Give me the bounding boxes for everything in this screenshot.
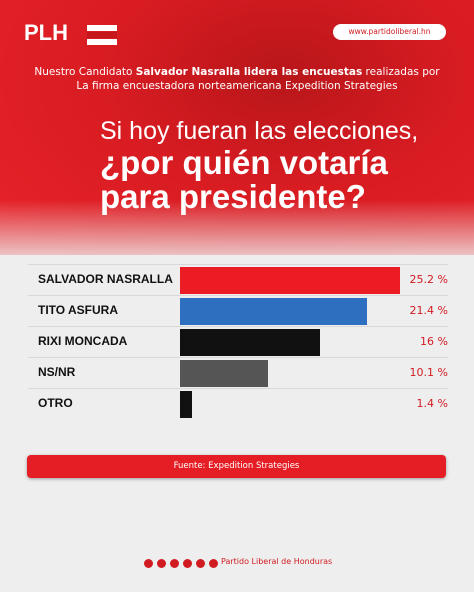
logo: PLH <box>24 20 68 45</box>
flag <box>87 25 117 45</box>
intro-text: Nuestro Candidato <box>34 66 136 78</box>
intro: Nuestro Candidato Salvador Nasralla lide… <box>30 65 444 93</box>
category-label: RIXI MONCADA <box>38 333 128 348</box>
intro-bold: Salvador Nasralla lidera las encuestas <box>135 66 363 78</box>
bar <box>180 297 367 325</box>
bar <box>180 328 320 356</box>
value-label: 10.1 % <box>409 365 448 379</box>
headline: Si hoy fueran las elecciones, ¿por quién… <box>100 116 418 214</box>
row-separator <box>28 388 448 389</box>
headline-line: ¿por quién votaría <box>100 144 388 181</box>
bar <box>180 390 193 418</box>
value-label: 1.4 % <box>416 396 448 410</box>
category-label: OTRO <box>38 395 73 410</box>
row-separator <box>28 264 448 265</box>
category-label: TITO ASFURA <box>38 302 118 317</box>
category-label: NS/NR <box>38 364 76 379</box>
bar <box>180 266 400 294</box>
category-label: SALVADOR NASRALLA <box>38 271 173 286</box>
value-label: 16 % <box>420 334 448 348</box>
row-separator <box>28 357 448 358</box>
headline-line: Si hoy fueran las elecciones, <box>100 117 419 145</box>
row-separator <box>28 295 448 296</box>
intro-text: realizadas por La firma encuestadora nor… <box>76 66 440 92</box>
social-icon[interactable] <box>157 559 166 568</box>
value-label: 25.2 % <box>409 272 448 286</box>
row-separator <box>28 326 448 327</box>
social-icon[interactable] <box>209 559 218 568</box>
footer: Partido Liberal de Honduras <box>221 557 333 566</box>
social-icon[interactable] <box>183 559 192 568</box>
social-icon[interactable] <box>170 559 179 568</box>
bar <box>180 359 269 387</box>
source: Fuente: Expedition Strategies <box>27 455 446 478</box>
headline-line: para presidente? <box>100 178 366 215</box>
social-icon[interactable] <box>196 559 205 568</box>
fade <box>0 200 474 270</box>
url[interactable]: www.partidoliberal.hn <box>333 24 446 40</box>
social-icon[interactable] <box>144 559 153 568</box>
value-label: 21.4 % <box>409 303 448 317</box>
